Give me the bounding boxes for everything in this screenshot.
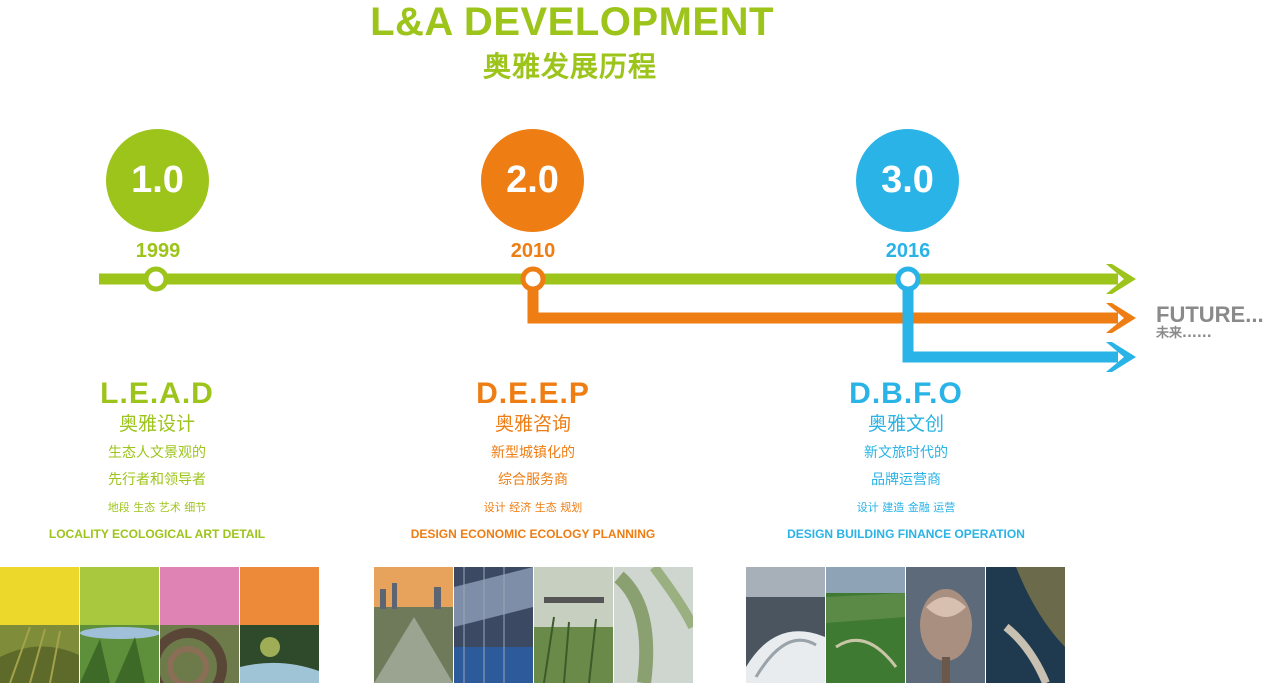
- stage-tags-1: 地段 生态 艺术 细节: [107, 501, 207, 514]
- stage-desc-line1-2: 新型城镇化的: [491, 445, 575, 461]
- year-label-1: 1999: [135, 240, 181, 262]
- future-label-cn: 未来......: [1156, 326, 1212, 341]
- stage-tags-3: 设计 建造 金融 运营: [856, 501, 956, 514]
- year-label-2: 2010: [510, 240, 556, 262]
- milestone-node-1999: [143, 266, 169, 292]
- milestone-node-2016: [895, 266, 921, 292]
- stage-name-2: 奥雅咨询: [494, 413, 571, 435]
- version-badge-2: 2.0: [481, 129, 584, 232]
- dbfo-photo-1: [746, 567, 825, 683]
- milestone-node-2010: [520, 266, 546, 292]
- deep-photo-2: [454, 567, 533, 683]
- version-badge-3: 3.0: [856, 129, 959, 232]
- version-badge-1: 1.0: [106, 129, 209, 232]
- stage-name-1: 奥雅设计: [118, 413, 195, 435]
- lead-photo-2: [80, 567, 159, 683]
- stage-acronym-2: D.E.E.P: [476, 377, 590, 410]
- blue-branch-line: [902, 282, 1118, 363]
- title-english: L&A DEVELOPMENT: [370, 0, 774, 44]
- stage-english-3: DESIGN BUILDING FINANCE OPERATION: [787, 527, 1025, 541]
- deep-photo-1: [374, 567, 453, 683]
- deep-photo-4: [614, 567, 693, 683]
- stage-tags-2: 设计 经济 生态 规划: [483, 501, 583, 514]
- stage-acronym-3: D.B.F.O: [849, 377, 963, 410]
- stage-desc-line2-2: 综合服务商: [498, 472, 568, 488]
- lead-photo-3: [160, 567, 239, 683]
- stage-desc-line2-1: 先行者和领导者: [108, 472, 206, 488]
- deep-photo-3: [534, 567, 613, 683]
- blue-arrowhead: [1106, 342, 1136, 372]
- stage-desc-line1-3: 新文旅时代的: [864, 445, 948, 461]
- stage-english-1: LOCALITY ECOLOGICAL ART DETAIL: [48, 527, 266, 541]
- lead-photo-1: [0, 567, 79, 683]
- year-label-3: 2016: [885, 240, 931, 262]
- title-chinese: 奥雅发展历程: [482, 50, 657, 83]
- stage-name-3: 奥雅文创: [867, 413, 944, 435]
- dbfo-photo-2: [826, 567, 905, 683]
- dbfo-photo-4: [986, 567, 1065, 683]
- future-label: FUTURE...: [1156, 302, 1264, 327]
- stage-english-2: DESIGN ECONOMIC ECOLOGY PLANNING: [410, 527, 656, 541]
- stage-acronym-1: L.E.A.D: [100, 377, 214, 410]
- lead-photo-4: [240, 567, 319, 683]
- orange-arrowhead: [1106, 303, 1136, 333]
- stage-desc-line1-1: 生态人文景观的: [108, 445, 206, 461]
- dbfo-photo-3: [906, 567, 985, 683]
- green-arrowhead: [1106, 264, 1136, 294]
- orange-branch-line: [527, 282, 1118, 324]
- stage-desc-line2-3: 品牌运营商: [871, 472, 941, 488]
